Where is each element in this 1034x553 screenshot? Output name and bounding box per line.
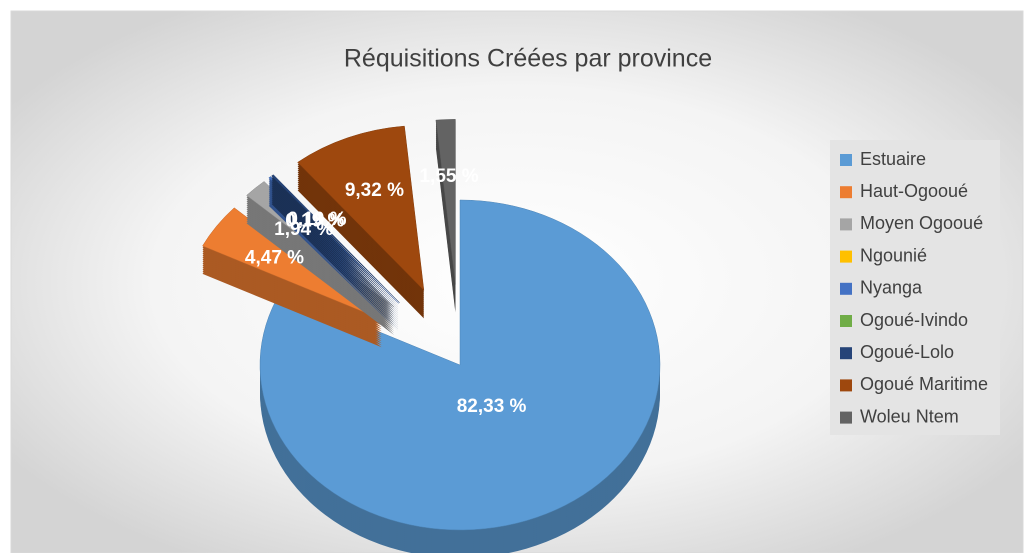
legend-swatch <box>840 186 852 199</box>
legend-label: Ogoué-Ivindo <box>860 310 968 330</box>
data-label: 82,33 % <box>457 396 527 417</box>
legend-label: Ogoué Maritime <box>860 374 988 394</box>
legend-swatch <box>840 347 852 360</box>
legend-swatch <box>840 411 852 424</box>
legend-label: Estuaire <box>860 149 926 169</box>
legend-label: Woleu Ntem <box>860 406 959 426</box>
pie-slice <box>297 125 425 292</box>
legend-label: Ngounié <box>860 245 927 265</box>
pie-slice-side <box>271 190 400 319</box>
data-label: 0,19 % <box>287 209 346 230</box>
data-label: 0,19 % <box>285 210 344 231</box>
legend-swatch <box>840 250 852 263</box>
pie-slice-side <box>271 202 400 331</box>
legend-swatch <box>840 379 852 392</box>
pie-slice-side <box>271 196 400 325</box>
chart-title: Réquisitions Créées par province <box>344 45 712 73</box>
legend <box>830 140 1000 435</box>
pie-slice-side <box>271 194 400 323</box>
pie-slice-side <box>271 198 400 327</box>
pie-slice-side <box>271 182 400 311</box>
pie-slice-side <box>268 204 399 332</box>
pie-slice-side <box>271 176 400 305</box>
pie-slice-side <box>271 200 400 329</box>
legend-swatch <box>840 218 852 231</box>
data-label: 4,47 % <box>245 248 304 269</box>
legend-swatch <box>840 315 852 327</box>
legend-label: Haut-Ogooué <box>860 181 968 201</box>
pie-slice-side <box>271 178 400 307</box>
legend-swatch <box>840 154 852 166</box>
data-label: 1,94 % <box>274 219 333 240</box>
pie-slice-side <box>271 186 400 315</box>
legend-swatch <box>840 282 852 295</box>
pie-slice-side <box>271 192 400 321</box>
legend-label: Ogoué-Lolo <box>860 342 954 362</box>
pie-slice <box>435 119 456 285</box>
legend-label: Moyen Ogooué <box>860 213 983 233</box>
pie-slice-side <box>271 188 400 317</box>
pie-slice-side <box>271 184 400 313</box>
legend-label: Nyanga <box>860 278 923 298</box>
pie-slice <box>271 174 400 303</box>
data-label: 9,32 % <box>345 180 404 201</box>
pie-slice <box>259 199 661 531</box>
data-label: 1,55 % <box>419 166 478 187</box>
pie-slice-side <box>271 180 400 309</box>
